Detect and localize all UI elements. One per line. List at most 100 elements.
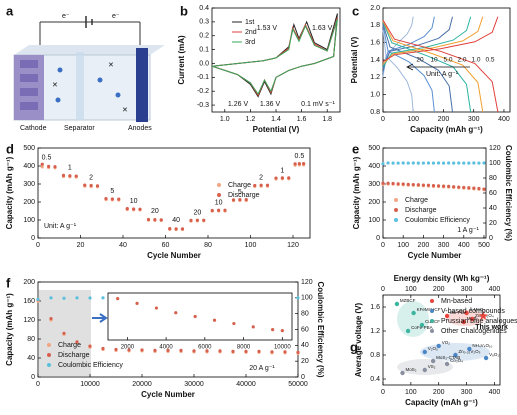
x-axis-title: Capacity (mAh g⁻¹): [405, 398, 478, 407]
series-line: [382, 16, 472, 113]
data-point: [441, 184, 446, 188]
data-point: [89, 183, 93, 188]
y-tick-label: 0: [31, 374, 35, 381]
series-line: [382, 16, 499, 113]
x-tick-label: 6000: [198, 345, 212, 351]
series-line: [382, 16, 453, 113]
data-point: [297, 162, 301, 166]
data-point: [283, 350, 287, 354]
legend-label: 3rd: [245, 39, 255, 46]
data-point: [386, 181, 390, 185]
x-tick-label: 120: [287, 242, 299, 249]
data-point: [444, 361, 450, 367]
data-point: [83, 183, 87, 187]
data-point: [117, 197, 121, 201]
data-point: [436, 184, 441, 188]
data-point: [401, 182, 405, 186]
legend-label: 1st: [245, 19, 254, 26]
x-tick-label: 0: [381, 389, 385, 396]
data-point: [431, 184, 436, 188]
x-axis-title: Potential (V): [253, 125, 300, 134]
data-point: [193, 314, 197, 319]
legend-label: Discharge: [405, 207, 437, 214]
annotation: 1.63 V: [312, 25, 333, 32]
data-point: [287, 176, 291, 180]
legend-swatch: [47, 363, 51, 367]
data-point: [253, 183, 257, 188]
y2-tick-label: 120: [489, 145, 501, 152]
ion-cross: ✕: [122, 107, 128, 114]
y-tick-label: 200: [23, 279, 35, 286]
data-point: [132, 207, 136, 211]
rate-label: 2: [259, 175, 263, 182]
legend-swatch: [430, 329, 434, 333]
legend-label: Mn-based: [441, 298, 472, 305]
ion: [57, 67, 63, 73]
data-point: [461, 319, 466, 325]
y-tick-label: 300: [23, 181, 35, 188]
data-point: [154, 306, 159, 310]
legend-label: 0.5: [485, 57, 494, 64]
data-point: [391, 181, 395, 186]
data-point: [421, 183, 425, 187]
separator: [76, 52, 84, 120]
x-tick-label: 200: [438, 116, 450, 123]
cathode-layer: [20, 88, 38, 96]
legend-swatch: [47, 353, 51, 357]
data-point: [271, 328, 275, 332]
rate-label: 1: [280, 167, 284, 174]
x-tick-label: 300: [468, 116, 480, 123]
panel-letter: c: [352, 3, 359, 18]
x-tick-label: 1.8: [322, 116, 332, 123]
y-tick-label: 1.6: [370, 304, 380, 311]
data-point: [436, 343, 441, 349]
y2-tick-label: 20: [489, 220, 497, 227]
legend-label: Other Chalcogenides: [441, 328, 507, 335]
annotation: 1.36 V: [260, 101, 281, 108]
data-point: [127, 348, 131, 352]
data-point: [426, 183, 431, 187]
x-axis-title: Cycle Number: [141, 390, 195, 399]
data-point: [381, 162, 385, 166]
point-label: Mn-PBA: [450, 310, 467, 315]
y-axis-title: Current (mA): [177, 35, 186, 85]
legend-swatch: [394, 198, 398, 202]
data-point: [192, 349, 196, 353]
data-point: [166, 348, 170, 352]
legend-label: Coulombic Efficiency: [405, 217, 470, 224]
x-tick-label: 1.4: [271, 116, 281, 123]
ion: [97, 77, 103, 83]
x-tick-label: 60: [162, 242, 170, 249]
data-point: [140, 348, 144, 352]
data-point: [53, 165, 57, 169]
data-point: [406, 182, 410, 186]
x-axis-title: Cycle Number: [147, 251, 201, 260]
data-point: [232, 321, 236, 326]
x-tick-label: 1.6: [297, 116, 307, 123]
data-point: [386, 161, 390, 165]
data-point: [411, 161, 415, 165]
series-line: [211, 18, 338, 96]
data-point: [394, 301, 400, 307]
data-point: [125, 207, 129, 211]
legend-label: 1.0: [471, 57, 480, 64]
legend-swatch: [47, 343, 51, 347]
annotation: 0.1 mV s⁻¹: [301, 101, 335, 108]
y-tick-label: 1.4: [370, 57, 380, 64]
annotation: 20 A g⁻¹: [249, 365, 275, 372]
x-tick-label: 300: [438, 242, 450, 249]
y-tick-label: 300: [368, 181, 380, 188]
legend-swatch: [217, 193, 221, 197]
legend-label: Discharge: [228, 192, 260, 199]
data-point: [472, 161, 476, 165]
data-point: [189, 218, 193, 222]
x2-tick-label: 400: [489, 286, 501, 293]
panel-letter: e: [352, 141, 359, 156]
data-point: [47, 164, 51, 168]
y-tick-label: 0.0: [199, 60, 209, 67]
data-point: [462, 185, 466, 190]
data-point: [146, 217, 151, 222]
plot-area: [107, 292, 293, 341]
y-tick-label: 200: [23, 199, 35, 206]
data-point: [411, 310, 416, 316]
